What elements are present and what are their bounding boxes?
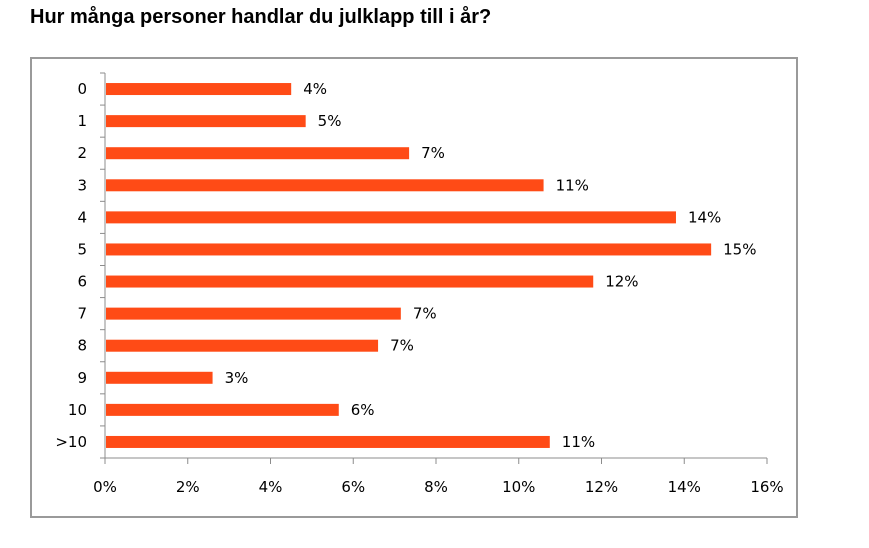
bar: [106, 179, 544, 192]
category-label: 4: [77, 208, 87, 226]
data-label: 7%: [413, 305, 437, 323]
bar: [106, 339, 379, 352]
bar: [106, 371, 213, 384]
category-label: 10: [68, 401, 87, 419]
category-label: 8: [77, 337, 87, 355]
category-label: 0: [77, 80, 87, 98]
category-label: >10: [55, 433, 87, 451]
category-label: 7: [77, 305, 87, 323]
category-label: 5: [77, 240, 87, 258]
x-tick-label: 14%: [668, 478, 701, 496]
bar: [106, 435, 550, 448]
category-label: 9: [77, 369, 87, 387]
data-label: 11%: [556, 176, 589, 194]
value-labels: 4% 5% 7% 11% 14%15% 12% 7% 7% 3% 6% 11%: [225, 80, 757, 451]
data-label: 7%: [421, 144, 445, 162]
data-label: 12%: [605, 273, 638, 291]
bar: [106, 307, 401, 320]
category-label: 1: [77, 112, 87, 130]
x-tick-label: 4%: [259, 478, 283, 496]
category-label: 3: [77, 176, 87, 194]
data-label: 6%: [351, 401, 375, 419]
category-labels: 0 1 2 3 4 5 6 7 8 9 10 >10: [55, 80, 87, 451]
x-tick-label: 6%: [341, 478, 365, 496]
bars: [106, 83, 712, 448]
data-label: 3%: [225, 369, 249, 387]
category-label: 6: [77, 273, 87, 291]
data-label: 15%: [723, 240, 756, 258]
bar: [106, 243, 712, 256]
chart-title: Hur många personer handlar du julklapp t…: [30, 6, 492, 28]
data-label: 4%: [303, 80, 327, 98]
bar: [106, 115, 306, 128]
bar: [106, 83, 292, 96]
data-label: 11%: [562, 433, 595, 451]
data-label: 5%: [318, 112, 342, 130]
x-tick-label: 8%: [424, 478, 448, 496]
bar: [106, 403, 339, 416]
axes: [100, 72, 768, 464]
bar: [106, 275, 594, 288]
bar: [106, 211, 676, 224]
data-label: 7%: [390, 337, 414, 355]
x-tick-labels: 0% 2% 4% 6% 8% 10% 12% 14% 16%: [93, 478, 784, 496]
bar: [106, 147, 410, 160]
x-tick-label: 2%: [176, 478, 200, 496]
x-tick-label: 0%: [93, 478, 117, 496]
category-label: 2: [77, 144, 87, 162]
x-tick-label: 10%: [502, 478, 535, 496]
data-label: 14%: [688, 208, 721, 226]
x-tick-label: 16%: [750, 478, 783, 496]
x-tick-label: 12%: [585, 478, 618, 496]
